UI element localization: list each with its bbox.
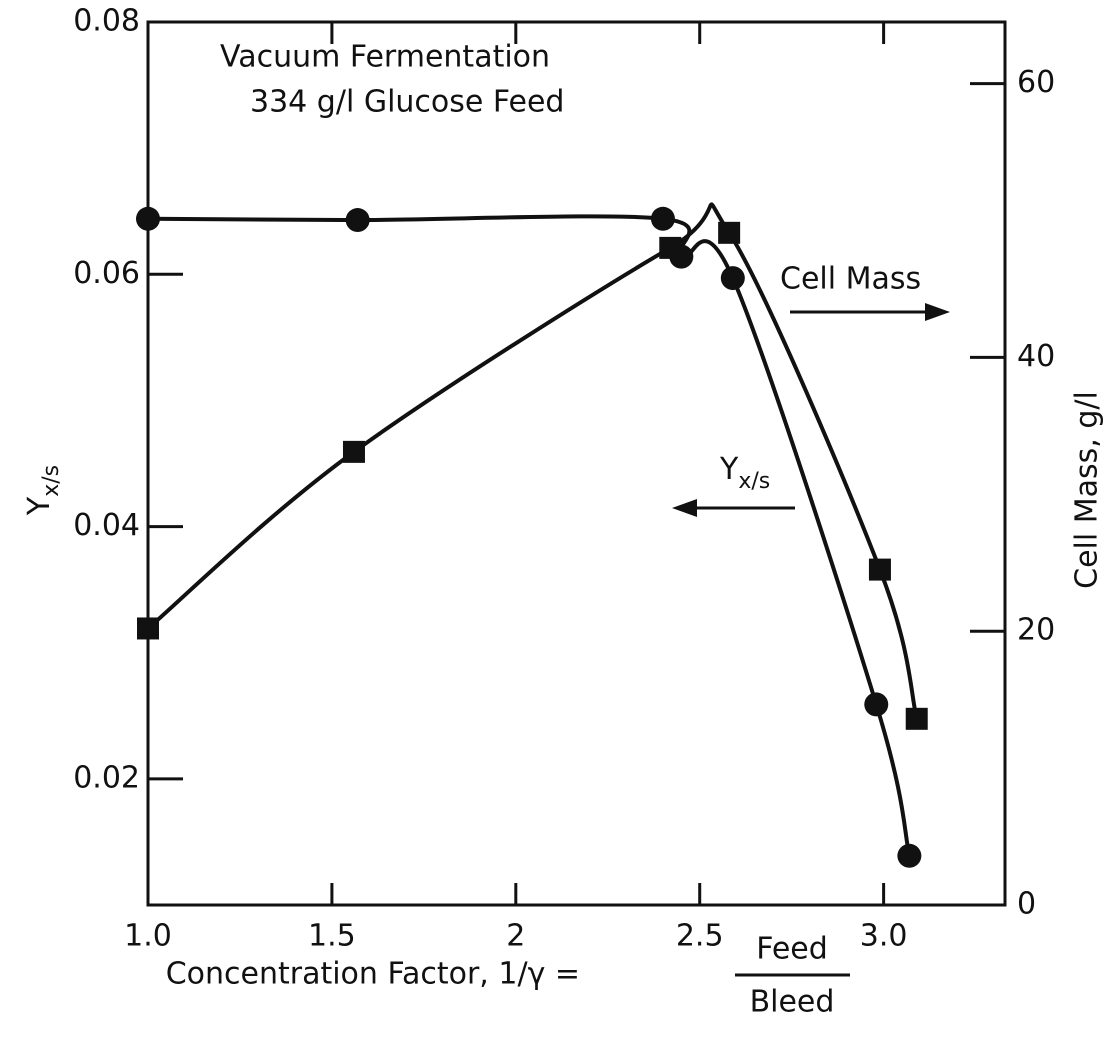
arrow-label: Yx/s: [719, 452, 770, 495]
y-axis-label: Yx/s: [22, 465, 65, 516]
x-tick-label: 2.5: [676, 919, 724, 954]
square-marker: [137, 617, 159, 640]
square-marker: [905, 707, 928, 730]
y-tick-label: 0.08: [73, 4, 140, 39]
annotation: Vacuum Fermentation: [220, 40, 550, 75]
circle-marker: [136, 206, 160, 231]
x-tick-label: 2: [506, 919, 525, 954]
y2-axis-label: Cell Mass, g/l: [1070, 391, 1105, 589]
y-tick-label: 0.04: [73, 508, 140, 543]
arrow-head: [672, 499, 697, 517]
circle-marker: [650, 206, 675, 231]
y-tick-label: 0.02: [73, 760, 140, 795]
x-axis-label: Feed: [756, 932, 828, 967]
square-marker: [659, 236, 682, 259]
x-tick-label: 1.5: [308, 919, 356, 954]
circle-marker: [720, 266, 745, 291]
y2-tick-label: 40: [1017, 339, 1055, 374]
square-marker: [342, 440, 365, 463]
arrow-head: [925, 303, 950, 321]
annotation: 334 g/l Glucose Feed: [250, 85, 564, 120]
square-marker: [868, 558, 891, 581]
plot-frame: [146, 20, 1007, 907]
square-marker: [718, 221, 741, 244]
circle-marker: [345, 208, 370, 233]
y-tick-label: 0.06: [73, 256, 140, 291]
y2-tick-label: 20: [1017, 613, 1055, 648]
annotation: Cell Mass: [780, 262, 921, 297]
y2-tick-label: 0: [1017, 887, 1036, 922]
x-axis-label: Bleed: [750, 985, 835, 1020]
circle-marker: [897, 843, 922, 868]
y2-tick-label: 60: [1017, 65, 1055, 100]
x-tick-label: 1.0: [124, 919, 172, 954]
x-tick-label: 3.0: [860, 919, 908, 954]
circle-marker: [864, 692, 889, 717]
x-axis-label: Concentration Factor, 1/γ =: [166, 957, 580, 992]
